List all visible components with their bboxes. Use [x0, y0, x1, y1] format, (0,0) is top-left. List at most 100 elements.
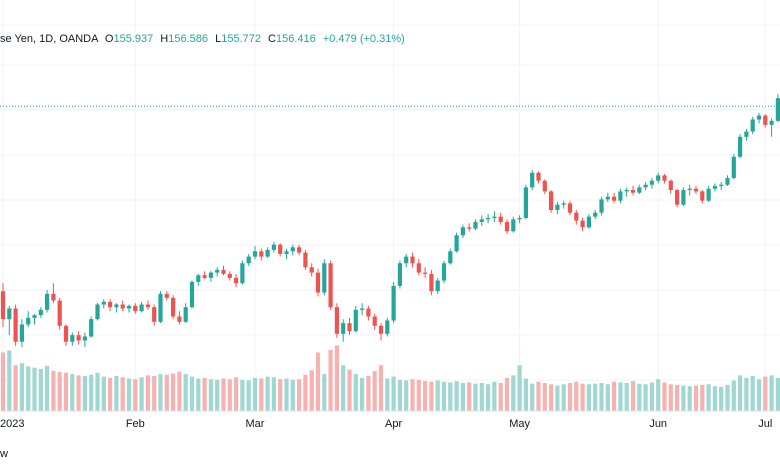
volume-bar — [624, 383, 629, 411]
candle-body — [643, 184, 648, 188]
volume-bar — [183, 374, 188, 411]
volume-bar — [385, 378, 390, 411]
volume-bar — [126, 378, 132, 411]
volume-bar — [700, 384, 705, 411]
candle-body — [95, 304, 100, 320]
candle-body — [101, 301, 106, 305]
candle-body — [189, 281, 195, 308]
candle-body — [215, 269, 220, 273]
candle-body — [492, 216, 497, 218]
candle-body — [309, 267, 314, 273]
candle-body — [114, 304, 119, 308]
candle-body — [19, 324, 24, 342]
x-tick-label: Jul — [758, 418, 772, 430]
volume-bar — [171, 373, 176, 411]
volume-bar — [719, 386, 724, 411]
high-label: H — [160, 33, 169, 45]
candle-body — [227, 273, 232, 278]
candle-body — [76, 335, 81, 341]
candle-body — [171, 297, 176, 317]
candle-body — [454, 235, 459, 252]
candle-body — [265, 249, 270, 257]
volume-bar — [63, 372, 69, 411]
volume-bar — [145, 375, 150, 411]
x-tick-label: Jun — [649, 418, 667, 430]
volume-bar — [95, 372, 100, 411]
candle-body — [624, 190, 629, 192]
volume-bar — [549, 384, 554, 411]
candle-body — [479, 219, 484, 222]
volume-bar — [448, 382, 453, 411]
volume-bar — [643, 384, 648, 411]
volume-bars — [0, 345, 780, 411]
volume-bar — [158, 374, 163, 411]
candle-body — [328, 263, 333, 308]
volume-bar — [712, 386, 717, 411]
candle-body — [378, 325, 384, 334]
volume-bar — [567, 383, 573, 411]
volume-bar — [82, 376, 87, 411]
volume-bar — [498, 383, 503, 411]
open-value: 155.937 — [113, 33, 154, 45]
close-value: 156.416 — [275, 33, 316, 45]
candle-body — [70, 335, 75, 342]
candle-body — [523, 187, 528, 218]
candle-body — [164, 293, 169, 298]
x-tick-label: Mar — [246, 418, 265, 430]
volume-bar — [360, 377, 365, 411]
volume-bar — [13, 365, 18, 411]
volume-bar — [769, 375, 774, 411]
volume-bar — [612, 381, 617, 411]
volume-bar — [372, 370, 377, 411]
candle-body — [662, 175, 667, 181]
volume-bar — [693, 385, 699, 411]
candle-body — [429, 273, 434, 292]
candle-body — [681, 190, 686, 205]
volume-bar — [164, 374, 169, 411]
candle-body — [315, 272, 321, 293]
volume-bar — [196, 378, 201, 411]
volume-bar — [454, 381, 459, 411]
candle-body — [133, 305, 138, 312]
candle-body — [63, 325, 69, 342]
volume-bar — [536, 381, 541, 411]
volume-bar — [731, 380, 736, 411]
candle-body — [637, 187, 642, 193]
candle-body — [448, 251, 453, 264]
candle-body — [687, 188, 692, 191]
volume-bar — [234, 377, 239, 411]
candle-body — [473, 221, 478, 229]
volume-bar — [252, 377, 258, 411]
volume-bar — [32, 367, 37, 411]
volume-bar — [227, 379, 232, 411]
candle-body — [605, 196, 610, 200]
volume-bar — [775, 377, 780, 411]
open-label: O — [104, 33, 114, 45]
volume-bar — [89, 374, 94, 411]
candle-body — [126, 305, 132, 309]
volume-bar — [404, 380, 409, 411]
candle-body — [13, 308, 18, 342]
x-tick-label: Feb — [126, 418, 145, 430]
candle-body — [649, 180, 654, 185]
candle-body — [385, 320, 390, 334]
volume-bar — [19, 363, 24, 411]
candle-body — [706, 188, 711, 201]
volume-bar — [555, 385, 560, 411]
candle-body — [7, 308, 12, 320]
volume-bar — [681, 385, 686, 411]
volume-bar — [467, 382, 472, 411]
volume-bar — [328, 349, 333, 411]
volume-bar — [586, 384, 591, 411]
candle-body — [593, 212, 598, 217]
candle-body — [410, 256, 415, 264]
volume-bar — [51, 370, 56, 411]
volume-bar — [120, 377, 125, 411]
volume-bar — [511, 375, 516, 411]
candle-body — [322, 263, 327, 293]
volume-bar — [618, 382, 623, 411]
candle-body — [618, 191, 623, 201]
candle-body — [334, 307, 339, 334]
candle-body — [196, 275, 201, 282]
